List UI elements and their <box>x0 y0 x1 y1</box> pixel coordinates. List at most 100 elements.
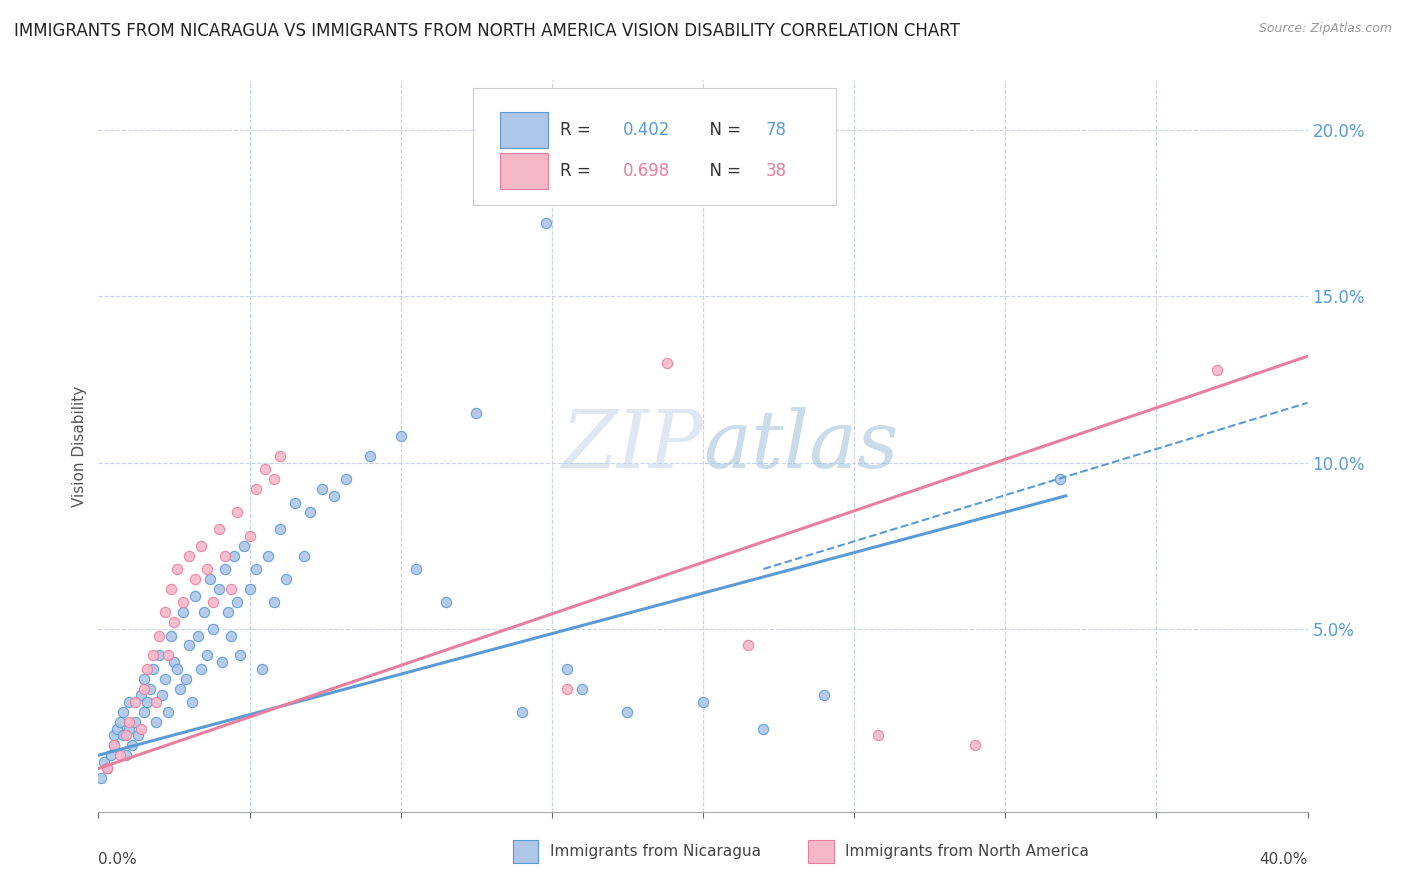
Point <box>195 562 218 576</box>
Point <box>190 539 212 553</box>
FancyBboxPatch shape <box>474 87 837 204</box>
Point <box>132 705 155 719</box>
Text: Immigrants from Nicaragua: Immigrants from Nicaragua <box>550 845 761 859</box>
Point <box>150 689 173 703</box>
Point <box>202 622 225 636</box>
Point <box>250 662 273 676</box>
Point <box>323 489 346 503</box>
Point <box>148 648 170 663</box>
Point <box>114 748 136 763</box>
Point <box>105 722 128 736</box>
Point <box>269 449 291 463</box>
Point <box>163 655 186 669</box>
Point <box>108 748 131 763</box>
Point <box>184 589 207 603</box>
Point <box>148 628 170 642</box>
Point <box>434 595 457 609</box>
Point <box>299 506 322 520</box>
Point <box>129 722 152 736</box>
Point <box>737 639 759 653</box>
Point <box>103 738 125 752</box>
Point <box>156 648 179 663</box>
Point <box>187 628 209 642</box>
Text: 0.698: 0.698 <box>623 162 671 180</box>
Point <box>124 714 146 729</box>
Point <box>655 356 678 370</box>
Point <box>692 695 714 709</box>
Text: 38: 38 <box>766 162 787 180</box>
Point <box>114 728 136 742</box>
Point <box>195 648 218 663</box>
Point <box>389 429 412 443</box>
Point <box>226 506 249 520</box>
Text: R =: R = <box>561 121 596 139</box>
Point <box>245 482 267 496</box>
Y-axis label: Vision Disability: Vision Disability <box>72 385 87 507</box>
Text: R =: R = <box>561 162 596 180</box>
Point <box>139 681 162 696</box>
Point <box>118 695 141 709</box>
Point <box>555 662 578 676</box>
Point <box>211 655 233 669</box>
Point <box>752 722 775 736</box>
Point <box>103 728 125 742</box>
Point <box>239 529 262 543</box>
Text: Source: ZipAtlas.com: Source: ZipAtlas.com <box>1258 22 1392 36</box>
Point <box>214 549 236 563</box>
Point <box>253 462 276 476</box>
Point <box>179 549 201 563</box>
Point <box>163 615 186 630</box>
Point <box>555 681 578 696</box>
Point <box>145 695 167 709</box>
Point <box>221 628 243 642</box>
Point <box>465 406 488 420</box>
Point <box>100 748 122 763</box>
Point <box>121 738 143 752</box>
Point <box>172 595 194 609</box>
Point <box>200 572 222 586</box>
Point <box>616 705 638 719</box>
Point <box>190 662 212 676</box>
Point <box>135 695 157 709</box>
Point <box>160 628 183 642</box>
Point <box>145 714 167 729</box>
Point <box>129 689 152 703</box>
Point <box>124 695 146 709</box>
Point <box>172 605 194 619</box>
Point <box>229 648 252 663</box>
Text: N =: N = <box>699 162 747 180</box>
Point <box>571 681 593 696</box>
Point <box>135 662 157 676</box>
Point <box>90 772 112 786</box>
FancyBboxPatch shape <box>501 153 548 188</box>
Text: Immigrants from North America: Immigrants from North America <box>845 845 1088 859</box>
Text: N =: N = <box>699 121 747 139</box>
Point <box>160 582 183 596</box>
Point <box>232 539 254 553</box>
Point <box>132 672 155 686</box>
Point <box>169 681 191 696</box>
Point <box>269 522 291 536</box>
Point <box>96 762 118 776</box>
Point <box>214 562 236 576</box>
Point <box>221 582 243 596</box>
FancyBboxPatch shape <box>501 112 548 147</box>
Point <box>166 662 188 676</box>
Text: 40.0%: 40.0% <box>1260 852 1308 867</box>
Point <box>311 482 333 496</box>
Point <box>184 572 207 586</box>
Point <box>108 714 131 729</box>
Point <box>868 728 890 742</box>
Point <box>256 549 278 563</box>
Point <box>142 662 165 676</box>
Point <box>208 582 231 596</box>
Point <box>179 639 201 653</box>
Point <box>118 714 141 729</box>
Point <box>534 216 557 230</box>
Point <box>226 595 249 609</box>
Point <box>284 495 307 509</box>
Point <box>142 648 165 663</box>
Point <box>153 672 176 686</box>
Point <box>360 449 382 463</box>
Point <box>103 738 125 752</box>
